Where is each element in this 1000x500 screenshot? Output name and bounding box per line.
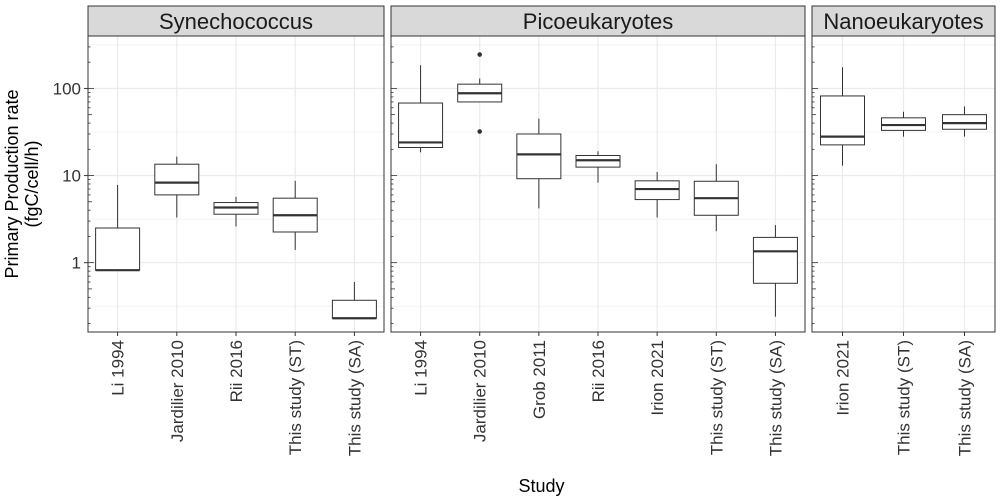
box-this-study-st-: This study (ST) <box>693 164 739 455</box>
iqr-box <box>154 163 200 196</box>
outlier-point <box>477 129 483 134</box>
box-this-study-sa-: This study (SA) <box>942 106 987 456</box>
strip-background <box>811 5 996 37</box>
iqr-box <box>331 299 377 319</box>
box-li-1994: Li 1994 <box>95 184 141 396</box>
box-this-study-sa-: This study (SA) <box>331 281 377 456</box>
iqr-box <box>752 236 798 284</box>
strip-background <box>87 5 385 37</box>
y-axis-units: (fgC/cell/h) <box>22 140 42 227</box>
x-tick-label: Rii 2016 <box>589 340 608 402</box>
x-tick-label: This study (SA) <box>956 340 975 456</box>
x-tick-label: Jardilier 2010 <box>168 340 187 442</box>
x-tick-label: This study (ST) <box>286 340 305 455</box>
iqr-box <box>398 102 444 148</box>
box-irion-2021: Irion 2021 <box>634 171 680 416</box>
x-tick-label: Jardilier 2010 <box>471 340 490 442</box>
iqr-box <box>942 114 987 130</box>
x-tick-label: Rii 2016 <box>227 340 246 402</box>
x-tick-label: Irion 2021 <box>834 340 853 416</box>
y-tick-label: 1 <box>72 254 81 273</box>
x-tick-label: This study (ST) <box>895 340 914 455</box>
x-tick-label: Li 1994 <box>109 340 128 396</box>
box-this-study-st-: This study (ST) <box>272 180 318 455</box>
box-this-study-sa-: This study (SA) <box>752 225 798 456</box>
x-tick-label: Irion 2021 <box>648 340 667 416</box>
box-li-1994: Li 1994 <box>398 65 444 396</box>
iqr-box <box>95 227 141 271</box>
panel-border <box>811 35 996 333</box>
iqr-box <box>516 133 562 180</box>
box-irion-2021: Irion 2021 <box>820 67 865 416</box>
y-tick-label: 10 <box>62 167 81 186</box>
panel-border <box>390 35 806 333</box>
box-jardilier-2010: Jardilier 2010 <box>457 52 503 442</box>
panel-picoeukaryotes: Picoeukaryotes Li 1994 Jardilier 2010 Grob … <box>390 5 806 456</box>
x-tick-label: Li 1994 <box>412 340 431 396</box>
strip-label: Synechococcus <box>159 9 313 34</box>
x-tick-label: This study (SA) <box>766 340 785 456</box>
box-grob-2011: Grob 2011 <box>516 118 562 419</box>
panel-nanoeukaryotes: Nanoeukaryotes Irion 2021 This study (ST) T… <box>811 5 996 456</box>
box-rii-2016: Rii 2016 <box>213 196 259 402</box>
box-this-study-st-: This study (ST) <box>881 111 926 455</box>
iqr-box <box>634 180 680 201</box>
strip-label: Picoeukaryotes <box>523 9 673 34</box>
y-axis-title: Primary Production rate <box>2 89 22 278</box>
x-axis-title: Study <box>518 476 564 496</box>
box-rii-2016: Rii 2016 <box>575 151 621 402</box>
outlier-point <box>477 52 483 57</box>
box-jardilier-2010: Jardilier 2010 <box>154 156 200 442</box>
strip-background <box>390 5 806 37</box>
y-tick-label: 100 <box>53 79 81 98</box>
panel-synechococcus: Synechococcus Li 1994 Jardilier 2010 Rii 20… <box>87 5 385 456</box>
x-tick-label: This study (SA) <box>345 340 364 456</box>
x-tick-label: Grob 2011 <box>530 340 549 419</box>
x-tick-label: This study (ST) <box>707 340 726 455</box>
strip-label: Nanoeukaryotes <box>823 9 983 34</box>
panel-border <box>87 35 385 333</box>
